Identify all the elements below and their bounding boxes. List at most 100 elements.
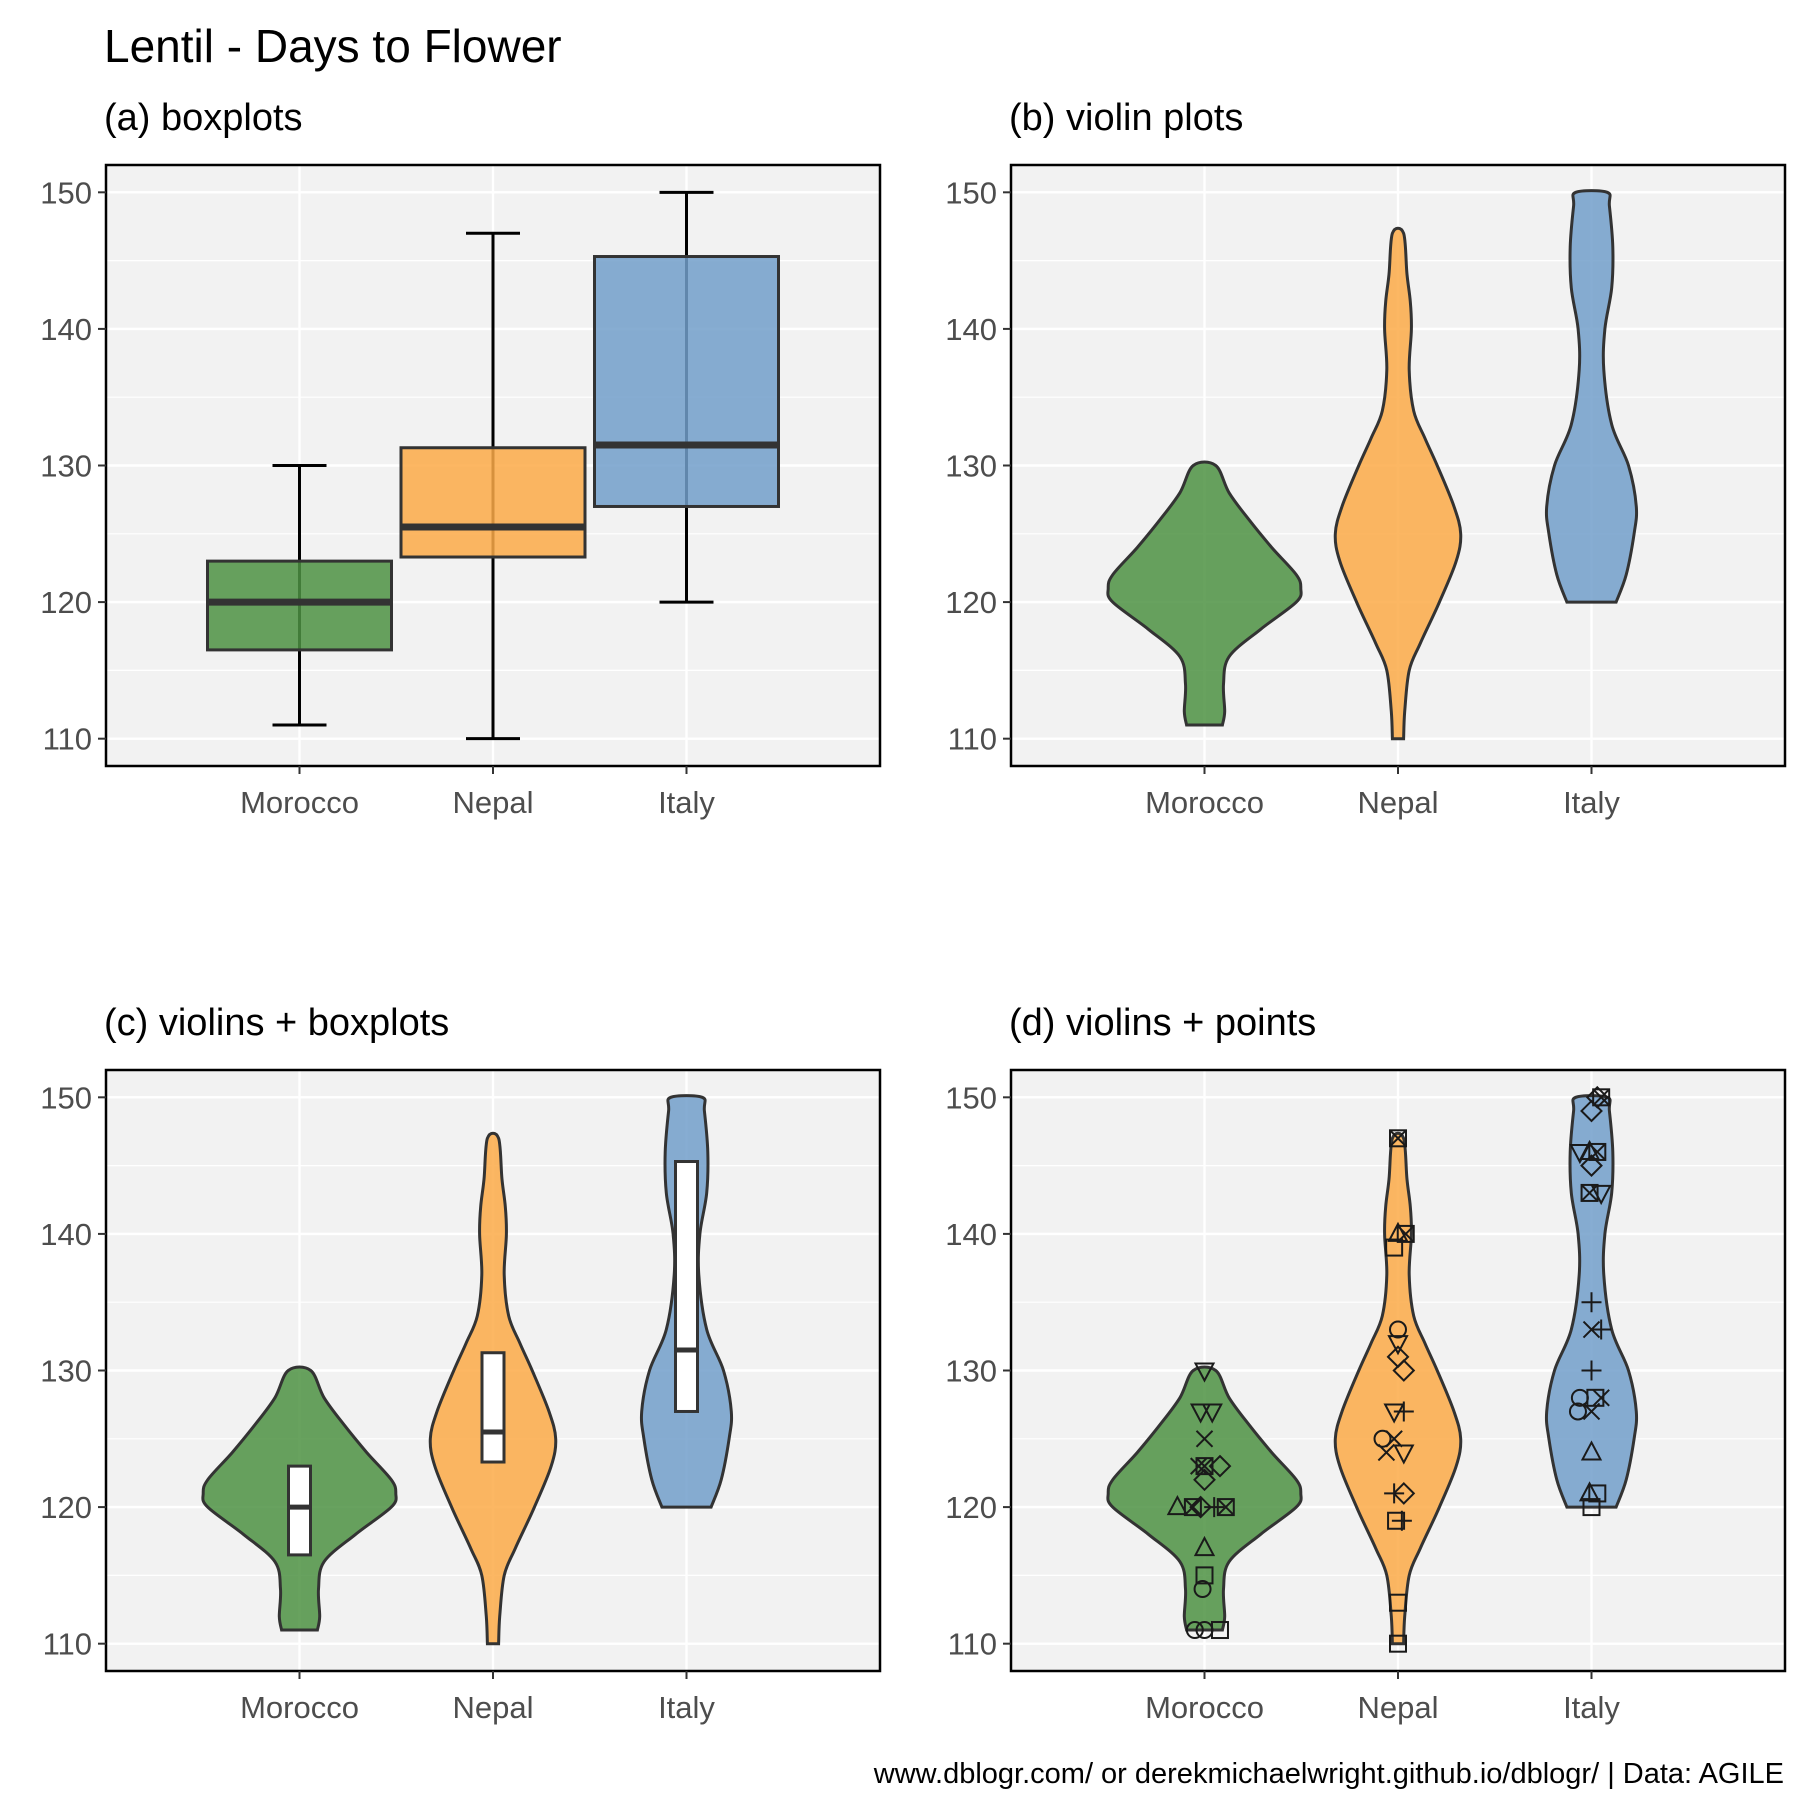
- point-square: [1389, 1593, 1407, 1612]
- y-tick-label: 120: [945, 585, 997, 620]
- violin-morocco: [1106, 1365, 1303, 1632]
- y-tick-label: 150: [945, 1080, 997, 1115]
- y-tick-label: 120: [945, 1490, 997, 1525]
- point-square-cross: [1592, 1088, 1611, 1107]
- violin-italy: [1544, 189, 1639, 604]
- point-triangle-down: [1590, 1184, 1612, 1206]
- point-diamond: [1392, 1359, 1416, 1382]
- x-tick-label-morocco: Morocco: [1145, 785, 1264, 820]
- point-cross: [1385, 1430, 1403, 1448]
- point-triangle-down: [1383, 1403, 1405, 1424]
- y-tick-label: 140: [40, 1217, 92, 1252]
- point-triangle: [1193, 1535, 1216, 1557]
- y-tick-label: 140: [945, 312, 997, 347]
- point-triangle-down: [1387, 1335, 1409, 1356]
- y-axis: 110 120 130 140 150: [40, 1080, 106, 1662]
- point-diamond: [1392, 1482, 1416, 1505]
- violin-morocco: [1106, 460, 1303, 727]
- y-tick-label: 110: [948, 722, 997, 757]
- y-tick-label: 130: [40, 1354, 92, 1389]
- violin-nepal: [1333, 1131, 1463, 1646]
- point-square: [1210, 1621, 1229, 1640]
- violin-nepal: [1333, 226, 1463, 741]
- y-tick-label: 120: [40, 1490, 92, 1525]
- point-square: [1389, 1634, 1407, 1653]
- point-cross: [1582, 1402, 1601, 1421]
- box-body: [399, 446, 587, 559]
- y-tick-label: 110: [948, 1627, 997, 1662]
- point-square: [1195, 1566, 1214, 1585]
- point-square: [1586, 1388, 1605, 1407]
- panel-title-d: (d) violins + points: [1009, 1002, 1316, 1044]
- y-tick-label: 140: [945, 1217, 997, 1252]
- point-square-cross: [1183, 1498, 1202, 1517]
- x-tick-label-nepal: Nepal: [453, 785, 534, 820]
- y-tick-label: 110: [43, 1627, 92, 1662]
- x-tick-label-italy: Italy: [658, 785, 715, 820]
- y-tick-label: 110: [43, 722, 92, 757]
- box-body: [593, 255, 780, 508]
- box-nepal: [480, 1351, 506, 1464]
- x-tick-label-nepal: Nepal: [453, 1690, 534, 1725]
- point-diamond: [1208, 1454, 1232, 1478]
- point-triangle-down: [1193, 1362, 1216, 1383]
- y-axis: 110 120 130 140 150: [945, 1080, 1011, 1662]
- point-triangle: [1166, 1494, 1189, 1516]
- y-axis: 110 120 130 140 150: [945, 175, 1011, 757]
- point-circle: [1193, 1580, 1212, 1599]
- x-axis: Morocco Nepal Italy: [1145, 1671, 1620, 1725]
- point-square-cross: [1389, 1129, 1407, 1148]
- point-circle: [1185, 1621, 1204, 1640]
- panel-title-c: (c) violins + boxplots: [104, 1002, 449, 1044]
- point-cross: [1377, 1443, 1396, 1462]
- point-plus: [1581, 1292, 1602, 1313]
- point-triangle-down: [1201, 1403, 1223, 1424]
- box-body: [480, 1351, 506, 1464]
- point-square: [1588, 1484, 1607, 1503]
- x-tick-label-morocco: Morocco: [240, 785, 359, 820]
- point-diamond: [1189, 1495, 1213, 1519]
- x-tick-label-italy: Italy: [658, 1690, 715, 1725]
- point-plus: [1393, 1401, 1414, 1422]
- point-square: [1582, 1498, 1601, 1517]
- point-triangle-down: [1393, 1444, 1415, 1465]
- point-plus: [1204, 1497, 1225, 1518]
- point-circle: [1568, 1402, 1587, 1421]
- box-italy: [593, 190, 780, 604]
- y-tick-label: 130: [945, 449, 997, 484]
- figure-caption: www.dblogr.com/ or derekmichaelwright.gi…: [873, 1758, 1784, 1790]
- point-square-cross: [1580, 1183, 1599, 1202]
- panel-d: (d) violins + points 110 120 130 140 150 Moroc…: [945, 1002, 1787, 1725]
- point-triangle: [1580, 1440, 1603, 1461]
- x-axis: Morocco Nepal Italy: [240, 1671, 715, 1725]
- box-nepal: [399, 231, 587, 741]
- point-cross: [1592, 1389, 1610, 1407]
- point-plus: [1391, 1510, 1412, 1531]
- panel-title-a: (a) boxplots: [104, 97, 303, 139]
- panels: (a) boxplots 110 120 130 140 150 Morocco Nepal I…: [40, 97, 1787, 1725]
- x-axis: Morocco Nepal Italy: [240, 766, 715, 820]
- y-tick-label: 120: [40, 585, 92, 620]
- box-morocco: [287, 1464, 312, 1557]
- panel-a: (a) boxplots 110 120 130 140 150 Morocco Nepal I…: [40, 97, 882, 820]
- y-tick-label: 150: [40, 175, 92, 210]
- x-tick-label-nepal: Nepal: [1358, 785, 1439, 820]
- y-tick-label: 140: [40, 312, 92, 347]
- point-triangle-down: [1189, 1403, 1212, 1424]
- point-diamond: [1580, 1099, 1603, 1123]
- panel-c: (c) violins + boxplots 110 120 130 140 150 Mor…: [40, 1002, 882, 1725]
- y-tick-label: 150: [40, 1080, 92, 1115]
- y-axis: 110 120 130 140 150: [40, 175, 106, 757]
- points: [1166, 1085, 1612, 1653]
- point-diamond: [1580, 1154, 1603, 1178]
- box-body: [674, 1160, 699, 1413]
- point-square-cross: [1216, 1498, 1235, 1517]
- x-tick-label-morocco: Morocco: [240, 1690, 359, 1725]
- point-square: [1385, 1238, 1404, 1257]
- point-circle: [1373, 1429, 1392, 1448]
- y-tick-label: 130: [40, 449, 92, 484]
- panel-b: (b) violin plots 110 120 130 140 150 Morocco Ne…: [945, 97, 1787, 820]
- point-circle: [1389, 1320, 1407, 1339]
- x-tick-label-italy: Italy: [1563, 785, 1620, 820]
